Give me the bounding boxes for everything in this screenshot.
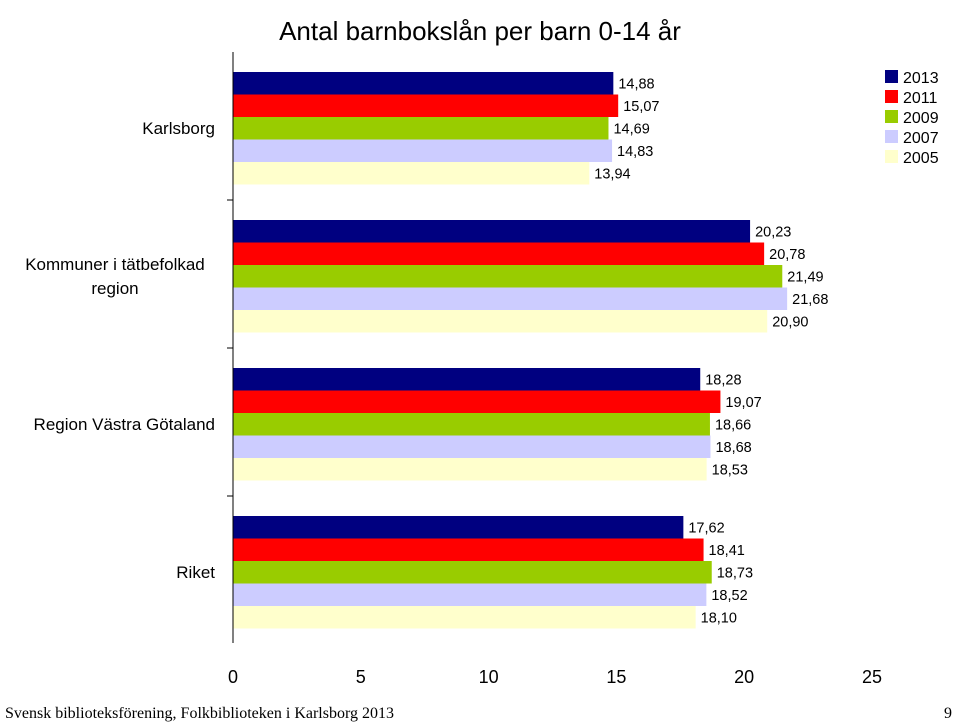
data-label: 13,94 [594, 166, 630, 182]
data-label: 18,41 [709, 543, 745, 559]
data-label: 21,68 [792, 292, 828, 308]
bar [233, 72, 614, 95]
bar [233, 162, 590, 185]
data-label: 21,49 [787, 269, 823, 285]
category-label: Region Västra Götaland [34, 415, 215, 434]
legend-swatch [885, 150, 898, 163]
bar [233, 310, 768, 333]
bar [233, 220, 751, 243]
data-label: 20,78 [769, 247, 805, 263]
legend-swatch [885, 70, 898, 83]
x-tick-label: 5 [356, 667, 366, 687]
legend-label: 2005 [903, 150, 939, 167]
bar [233, 117, 609, 140]
bar [233, 606, 696, 629]
data-label: 18,66 [715, 417, 751, 433]
bar [233, 242, 765, 265]
bar [233, 390, 721, 413]
category-label: Riket [176, 563, 215, 582]
data-label: 20,23 [755, 224, 791, 240]
bar [233, 265, 783, 288]
bar [233, 561, 712, 584]
category-label: Karlsborg [142, 119, 215, 138]
data-label: 18,10 [701, 610, 737, 626]
legend: 2013 2011 2009 2007 2005 [885, 70, 939, 167]
legend-swatch [885, 130, 898, 143]
bar [233, 368, 701, 391]
data-label: 19,07 [725, 395, 761, 411]
bar [233, 287, 788, 310]
bar [233, 516, 684, 539]
plot-area: 14,88 15,07 14,69 14,83 13,94 Karlsborg 20,23 2… [25, 52, 882, 687]
data-label: 15,07 [623, 99, 659, 115]
x-tick-label: 15 [606, 667, 626, 687]
data-label: 14,69 [613, 121, 649, 137]
data-label: 18,73 [717, 565, 753, 581]
legend-label: 2013 [903, 70, 939, 87]
bar [233, 583, 707, 606]
data-label: 18,28 [705, 372, 741, 388]
x-tick-label: 20 [734, 667, 754, 687]
data-label: 18,68 [715, 440, 751, 456]
x-tick-label: 0 [228, 667, 238, 687]
data-label: 20,90 [772, 314, 808, 330]
page-number: 9 [944, 705, 952, 722]
legend-label: 2009 [903, 110, 939, 127]
legend-swatch [885, 110, 898, 123]
data-label: 14,88 [618, 76, 654, 92]
legend-label: 2007 [903, 130, 939, 147]
bar [233, 458, 707, 481]
data-label: 18,53 [712, 462, 748, 478]
data-label: 14,83 [617, 144, 653, 160]
chart-title: Antal barnbokslån per barn 0-14 år [279, 16, 681, 46]
category-label: Kommuner i tätbefolkad [25, 255, 205, 274]
bar [233, 94, 619, 117]
category-label: region [91, 279, 138, 298]
x-tick-label: 25 [862, 667, 882, 687]
data-label: 17,62 [688, 520, 724, 536]
bar [233, 538, 704, 561]
footer-source: Svensk biblioteksförening, Folkbibliotek… [5, 705, 395, 722]
legend-swatch [885, 90, 898, 103]
bar [233, 139, 613, 162]
bar [233, 413, 710, 436]
data-label: 18,52 [711, 588, 747, 604]
legend-label: 2011 [903, 90, 938, 107]
bar [233, 435, 711, 458]
x-tick-label: 10 [479, 667, 499, 687]
